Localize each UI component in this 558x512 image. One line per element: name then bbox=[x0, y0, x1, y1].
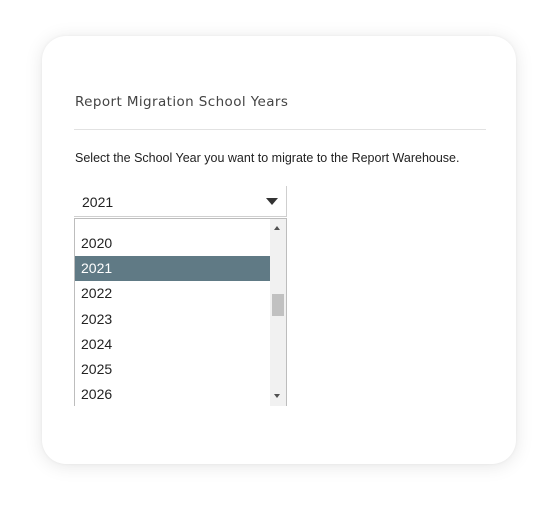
school-year-select[interactable]: 2021 bbox=[74, 186, 287, 217]
title-divider bbox=[74, 129, 486, 130]
option-2022[interactable]: 2022 bbox=[75, 281, 270, 306]
caret-down-icon[interactable] bbox=[266, 198, 278, 205]
school-year-dropdown-list[interactable]: 2020 2021 2022 2023 2024 2025 2026 bbox=[74, 218, 287, 406]
option-2023[interactable]: 2023 bbox=[75, 307, 270, 332]
option-2020[interactable]: 2020 bbox=[75, 231, 270, 256]
instruction-text: Select the School Year you want to migra… bbox=[75, 151, 460, 165]
scroll-up-arrow-icon[interactable] bbox=[274, 226, 280, 230]
scroll-down-arrow-icon[interactable] bbox=[274, 394, 280, 398]
option-2026[interactable]: 2026 bbox=[75, 382, 270, 406]
selected-school-year: 2021 bbox=[82, 194, 113, 210]
option-2025[interactable]: 2025 bbox=[75, 357, 270, 382]
option-2021[interactable]: 2021 bbox=[75, 256, 270, 281]
dropdown-scrollbar[interactable] bbox=[270, 219, 286, 406]
option-2024[interactable]: 2024 bbox=[75, 332, 270, 357]
scroll-thumb[interactable] bbox=[272, 294, 284, 316]
report-migration-dialog: Report Migration School Years Select the… bbox=[42, 36, 516, 464]
dialog-title: Report Migration School Years bbox=[75, 94, 288, 110]
option-list: 2020 2021 2022 2023 2024 2025 2026 bbox=[75, 231, 270, 406]
